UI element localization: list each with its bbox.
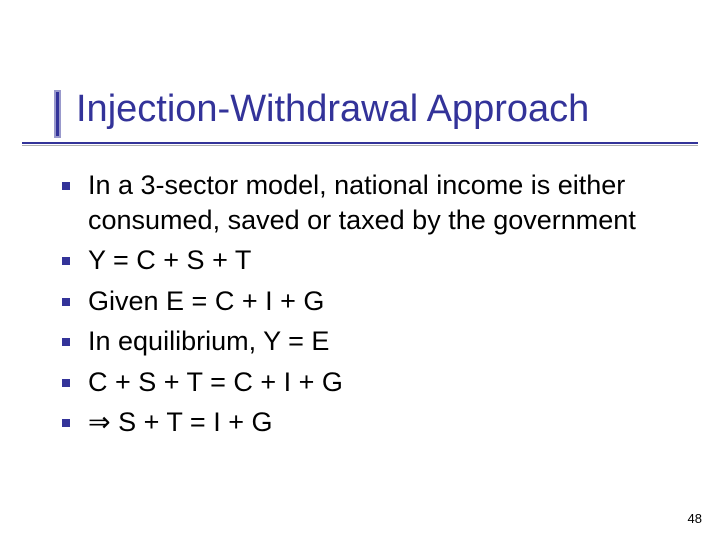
list-item-text: C + S + T = C + I + G: [88, 365, 678, 400]
underline-shadow: [22, 145, 698, 146]
list-item: In a 3-sector model, national income is …: [88, 168, 678, 237]
bullet-list: In a 3-sector model, national income is …: [88, 168, 678, 446]
slide-title: Injection-Withdrawal Approach: [76, 88, 589, 131]
list-item: ⇒ S + T = I + G: [88, 405, 678, 440]
list-item-text: In a 3-sector model, national income is …: [88, 168, 678, 237]
square-bullet-icon: [62, 182, 70, 190]
list-item: In equilibrium, Y = E: [88, 324, 678, 359]
square-bullet-icon: [62, 298, 70, 306]
list-item: Y = C + S + T: [88, 243, 678, 278]
title-underline: [22, 142, 698, 146]
accent-bar-inner: [56, 92, 59, 136]
square-bullet-icon: [62, 338, 70, 346]
slide: Injection-Withdrawal Approach In a 3-sec…: [0, 0, 720, 540]
square-bullet-icon: [62, 419, 70, 427]
list-item: C + S + T = C + I + G: [88, 365, 678, 400]
list-item: Given E = C + I + G: [88, 284, 678, 319]
title-accent-bar: [54, 90, 61, 138]
list-item-text: Y = C + S + T: [88, 243, 678, 278]
list-item-text: In equilibrium, Y = E: [88, 324, 678, 359]
square-bullet-icon: [62, 379, 70, 387]
page-number: 48: [688, 511, 702, 526]
list-item-text: ⇒ S + T = I + G: [88, 405, 678, 440]
list-item-text: Given E = C + I + G: [88, 284, 678, 319]
underline-main: [22, 142, 698, 144]
square-bullet-icon: [62, 257, 70, 265]
